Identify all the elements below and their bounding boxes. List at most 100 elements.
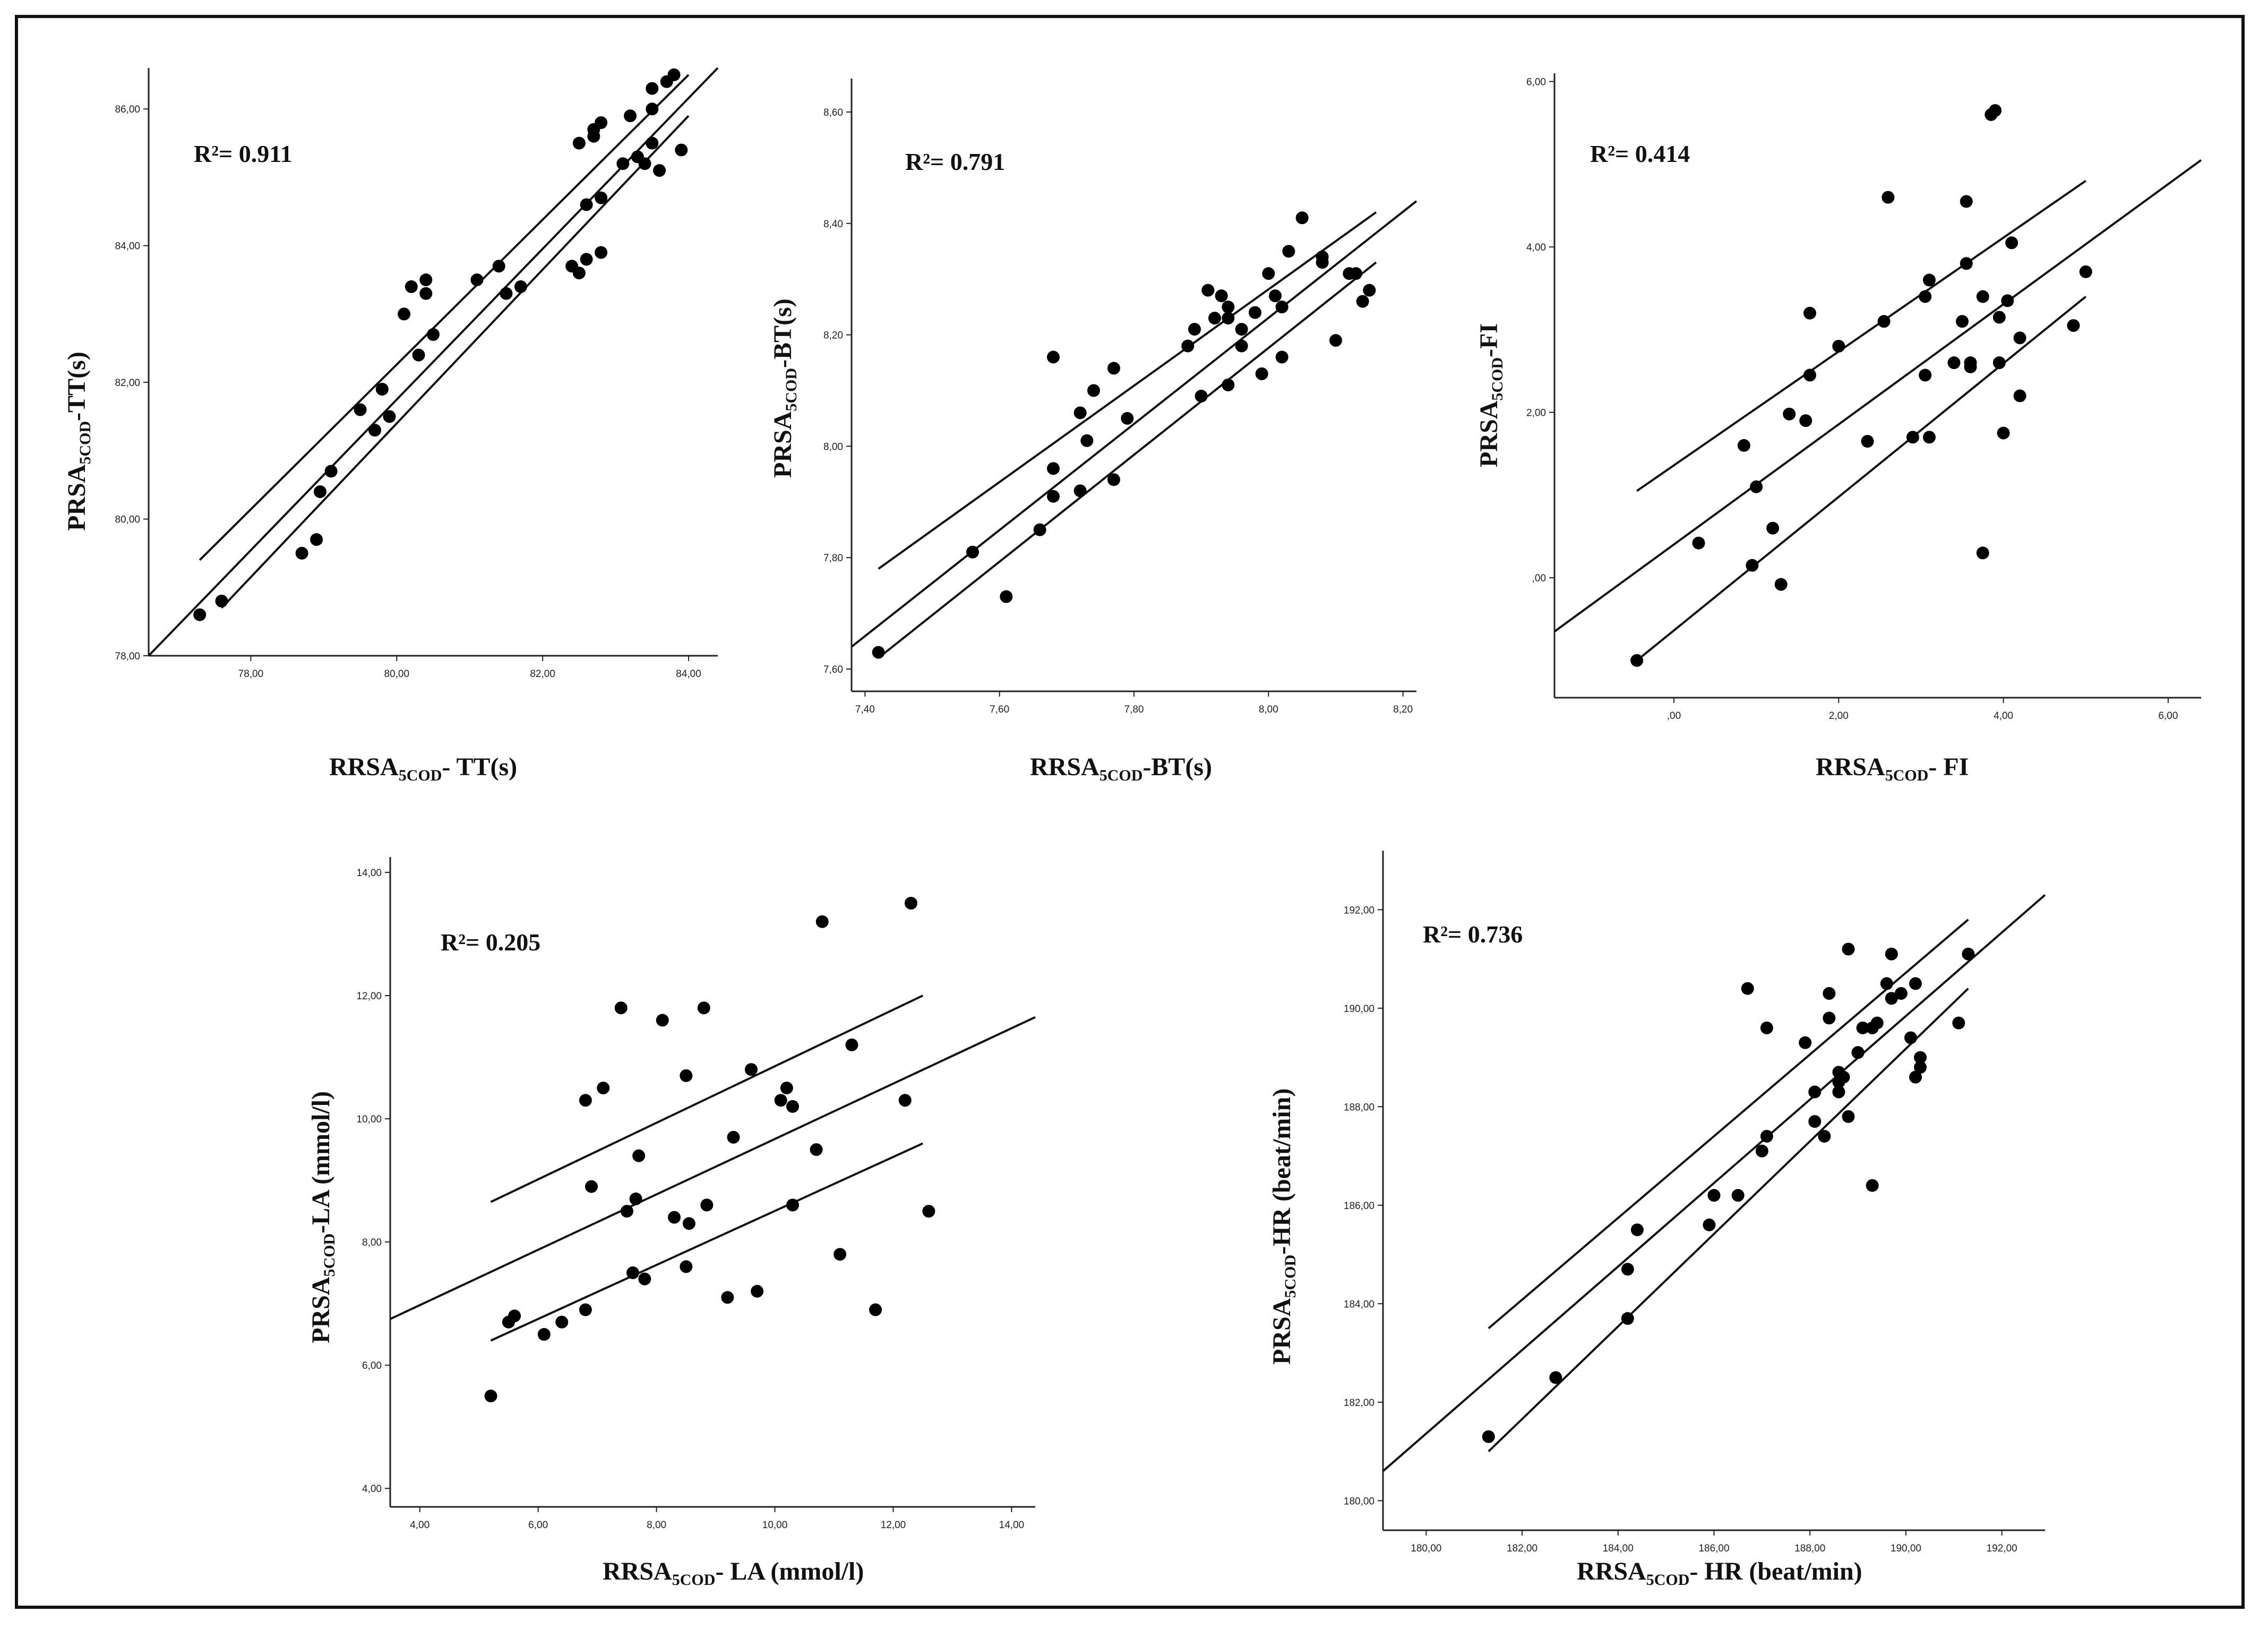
data-point [1235,339,1248,353]
regression-line [1553,159,2202,633]
y-tick-label: 8,40 [823,219,843,230]
x-tick-label: 2,00 [1829,710,1849,722]
data-point [1877,315,1891,328]
data-point [2001,294,2014,307]
data-point [597,1082,610,1095]
confidence-band-lower [220,115,690,609]
confidence-band-upper [199,74,690,561]
x-axis-label: RRSA5COD- HR (beat/min) [1577,1557,1862,1589]
x-tick-label: 10,00 [762,1520,788,1531]
data-point [904,897,917,910]
r2-label: R²= 0.736 [1423,921,1523,948]
data-point [646,82,659,95]
data-point [1964,360,1977,373]
data-point [1808,1115,1822,1128]
data-point [1316,256,1329,269]
data-point [1989,104,2002,117]
data-point [595,246,608,259]
data-point [1799,414,1812,427]
data-point [744,1063,758,1076]
data-point [1262,267,1275,280]
data-point [898,1094,912,1107]
data-point [1906,431,1919,444]
data-point [585,1180,598,1193]
data-point [1947,356,1961,370]
x-tick-label: 14,00 [999,1520,1025,1531]
data-point [727,1130,740,1144]
x-tick-label: 6,00 [528,1520,548,1531]
data-point [626,1266,640,1280]
x-tick-label: 8,20 [1393,704,1413,715]
y-tick-label: 182,00 [1344,1397,1374,1409]
data-point [1087,384,1100,397]
r2-label: R²= 0.414 [1590,140,1690,167]
data-point [1914,1061,1927,1074]
figure-frame [15,15,2245,1609]
x-tick-label: 188,00 [1794,1543,1825,1554]
confidence-band-upper [878,211,1377,570]
data-point [1837,1070,1850,1084]
data-point [786,1198,799,1212]
y-tick-label: 78,00 [115,651,140,662]
y-tick-label: 84,00 [115,241,140,252]
data-point [1329,334,1342,347]
data-point [1832,340,1845,353]
data-point [368,424,382,437]
x-tick-label: 186,00 [1698,1543,1729,1554]
r2-label: R²= 0.911 [194,140,293,167]
data-point [1832,1085,1845,1099]
r2-label: R²= 0.205 [441,929,540,956]
y-tick-label: 80,00 [115,515,140,526]
data-point [405,280,418,293]
data-point [1870,1016,1884,1030]
data-point [646,136,659,150]
y-tick-label: 6,00 [1526,77,1546,88]
y-tick-label: 180,00 [1344,1496,1374,1507]
data-point [595,116,608,129]
regression-line [390,1016,1036,1320]
data-point [2079,265,2092,278]
data-point [1080,434,1094,447]
data-point [1255,367,1268,381]
y-tick-label: 8,60 [823,107,843,118]
data-point [1282,245,1295,258]
confidence-band-lower [878,261,1377,659]
data-point [324,465,338,478]
confidence-band-lower [1488,988,1969,1453]
data-point [579,1094,592,1107]
data-point [656,1014,669,1027]
y-tick-label: 8,00 [823,441,843,452]
data-point [2005,236,2018,250]
data-point [1741,982,1754,995]
x-tick-label: 84,00 [676,668,701,680]
confidence-band-upper [1488,919,1969,1330]
x-tick-label: 192,00 [1987,1543,2017,1554]
data-point [1783,407,1796,421]
x-tick-label: 8,00 [647,1520,666,1531]
data-point [470,273,484,287]
data-point [638,1272,651,1285]
data-point [1960,257,1973,270]
data-point [1295,211,1309,225]
data-point [1707,1189,1721,1202]
data-point [1823,1011,1836,1025]
data-point [1842,942,1855,956]
data-point [624,109,637,123]
data-point [1181,339,1195,353]
data-point [653,164,666,177]
data-point [1952,1016,1965,1030]
data-point [1760,1021,1773,1034]
y-tick-label: 188,00 [1344,1102,1374,1113]
x-tick-label: 8,00 [1259,704,1278,715]
data-point [815,915,829,928]
data-point [1997,426,2010,440]
data-point [580,198,593,211]
confidence-band-lower [1636,296,2087,662]
data-point [1904,1031,1917,1044]
data-point [922,1205,935,1218]
y-tick-label: 14,00 [356,868,382,879]
y-axis-label: PRSA5COD-HR (beat/min) [1268,1088,1299,1365]
data-point [1909,1070,1922,1084]
data-point [412,348,425,362]
